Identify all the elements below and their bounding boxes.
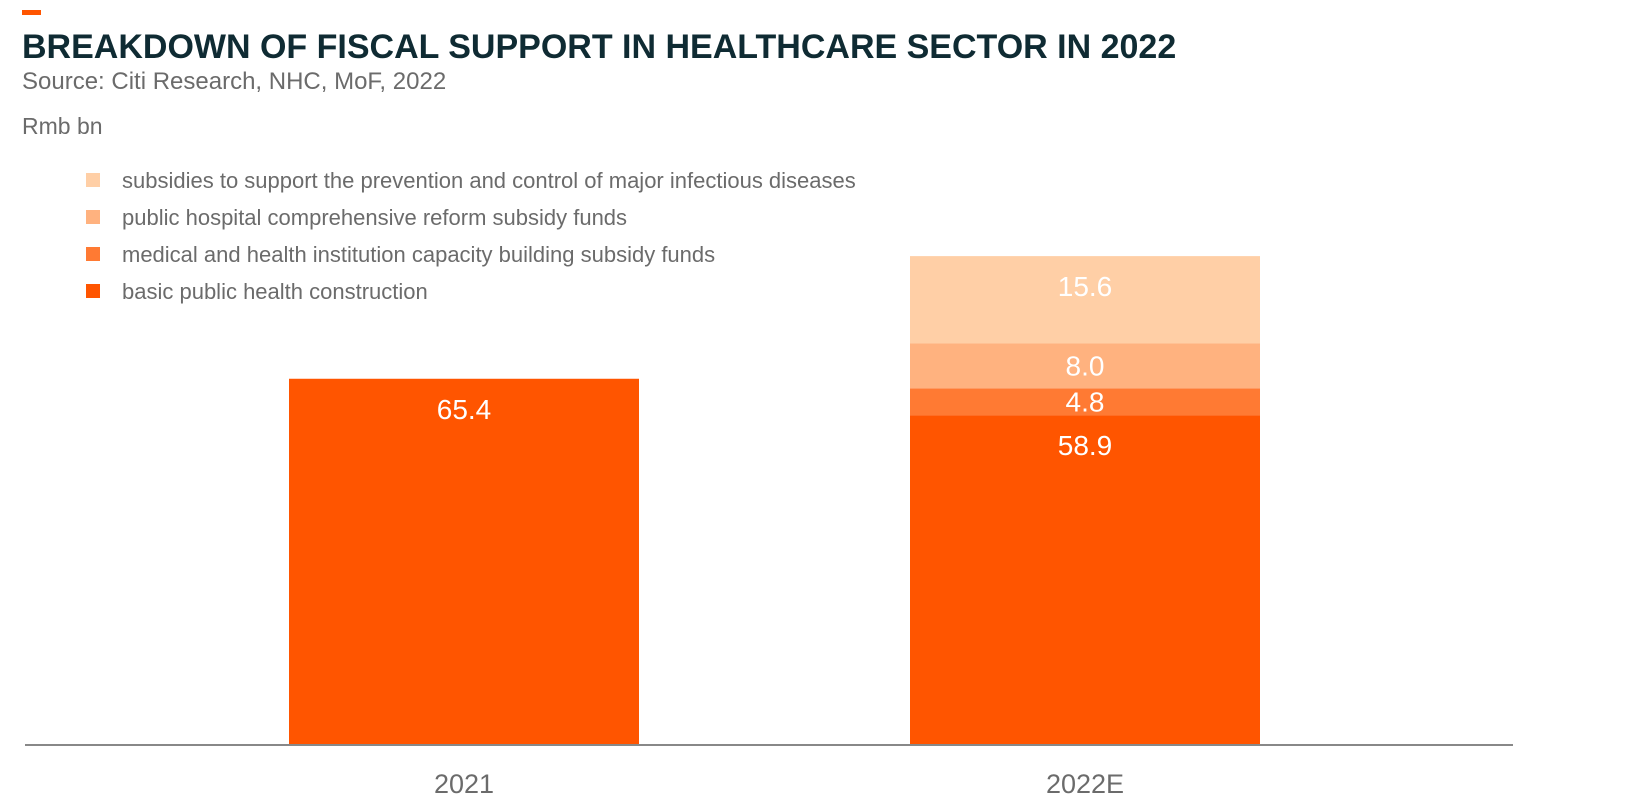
legend-swatch xyxy=(86,284,100,298)
bars: 65.4 58.9 4.8 8.0 15.6 xyxy=(289,256,1260,745)
bar-value-label: 58.9 xyxy=(1058,430,1113,461)
x-tick-label: 2021 xyxy=(434,769,494,799)
legend-label: public hospital comprehensive reform sub… xyxy=(122,205,627,230)
legend-label: subsidies to support the prevention and … xyxy=(122,168,856,193)
legend-label: basic public health construction xyxy=(122,279,428,304)
legend-swatch xyxy=(86,247,100,261)
legend-swatch xyxy=(86,173,100,187)
bar-value-label: 4.8 xyxy=(1066,387,1105,418)
legend: subsidies to support the prevention and … xyxy=(86,168,856,304)
bar-segment xyxy=(910,415,1260,745)
legend-swatch xyxy=(86,210,100,224)
bar-value-label: 15.6 xyxy=(1058,271,1113,302)
bar-segment xyxy=(910,343,1260,389)
legend-label: medical and health institution capacity … xyxy=(122,242,715,267)
bar-segment xyxy=(910,388,1260,416)
accent-bar xyxy=(22,10,41,15)
x-tick-label: 2022E xyxy=(1046,769,1124,799)
chart-title: BREAKDOWN OF FISCAL SUPPORT IN HEALTHCAR… xyxy=(22,28,1177,66)
y-unit-label: Rmb bn xyxy=(22,113,103,139)
chart-source: Source: Citi Research, NHC, MoF, 2022 xyxy=(22,68,447,95)
bar-segment xyxy=(910,256,1260,344)
bar-segment xyxy=(289,378,639,745)
bar-value-label: 65.4 xyxy=(437,394,492,425)
bar-value-label: 8.0 xyxy=(1066,351,1105,382)
x-tick-labels: 2021 2022E xyxy=(434,769,1124,799)
